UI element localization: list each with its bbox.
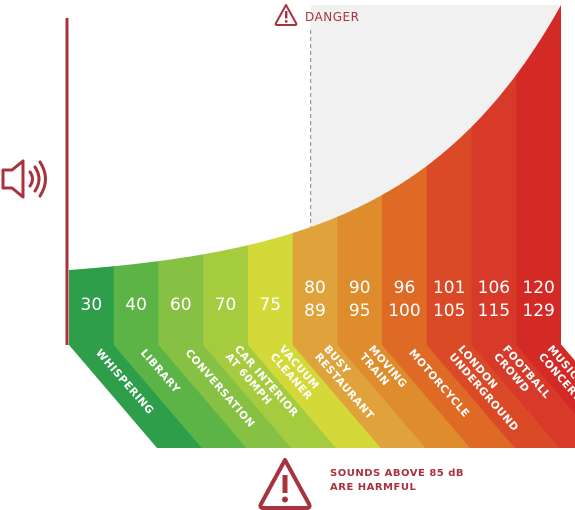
danger-label: DANGER <box>305 10 359 24</box>
value-labels: 30 40 60 70 75 80 89 90 95 96 100 101 105 106 115 120 12… <box>81 278 555 321</box>
category-band-segment <box>203 345 337 448</box>
value-label: 101 <box>433 278 465 298</box>
bar-whispering <box>69 5 115 345</box>
value-label: 90 <box>349 278 371 298</box>
category-band-segment <box>516 345 575 414</box>
category-band-segment <box>113 345 248 448</box>
value-label: 100 <box>388 301 420 321</box>
value-label: 120 <box>522 278 554 298</box>
bar-conversation <box>158 5 204 345</box>
bar-car-interior-at-60mph <box>203 5 249 345</box>
category-band-segment <box>158 345 292 448</box>
speaker-icon <box>1 159 47 199</box>
value-label: 80 <box>304 278 326 298</box>
value-label: 40 <box>125 295 147 315</box>
bar-vacuum-cleaner <box>247 5 294 345</box>
value-label: 106 <box>478 278 510 298</box>
harmful-warning-icon <box>258 458 312 510</box>
value-label: 96 <box>394 278 416 298</box>
category-band-segment <box>426 345 561 448</box>
value-label: 70 <box>215 295 237 315</box>
category-band-segment <box>292 345 426 448</box>
value-label: 105 <box>433 301 465 321</box>
value-label: 30 <box>81 295 103 315</box>
value-label: 95 <box>349 301 371 321</box>
category-band-segment <box>337 345 471 448</box>
value-label: 75 <box>259 295 281 315</box>
warning-line-1: SOUNDS ABOVE 85 dB <box>330 468 464 479</box>
value-label: 129 <box>522 301 554 321</box>
value-label: 60 <box>170 295 192 315</box>
category-band-segment <box>382 345 516 448</box>
value-label: 89 <box>304 301 326 321</box>
category-band-segment <box>471 345 575 448</box>
warning-line-2: ARE HARMFUL <box>330 482 416 493</box>
value-label: 115 <box>478 301 510 321</box>
category-band-segment <box>247 345 382 448</box>
danger-warning-icon <box>274 4 298 26</box>
category-band-segment <box>69 345 203 448</box>
bar-library <box>113 5 160 345</box>
